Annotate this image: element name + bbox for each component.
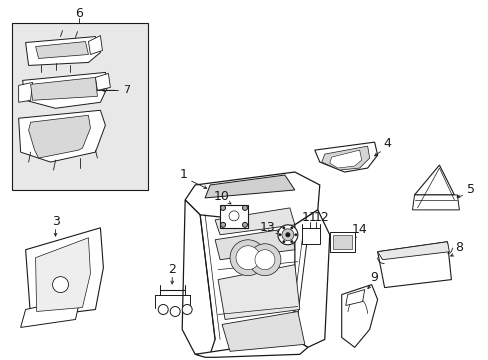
Polygon shape: [25, 37, 100, 66]
Circle shape: [254, 250, 274, 270]
Polygon shape: [31, 77, 97, 100]
Circle shape: [282, 227, 285, 229]
Polygon shape: [204, 175, 294, 198]
Text: 5: 5: [467, 184, 474, 197]
Text: 3: 3: [52, 215, 60, 228]
Polygon shape: [377, 242, 448, 260]
Polygon shape: [414, 165, 453, 195]
Polygon shape: [25, 228, 103, 318]
Text: 7: 7: [122, 85, 130, 95]
Polygon shape: [29, 115, 90, 158]
Bar: [12, 23, 148, 190]
Circle shape: [52, 276, 68, 293]
Polygon shape: [314, 142, 377, 172]
Circle shape: [220, 206, 225, 210]
Polygon shape: [218, 265, 299, 319]
Text: 13: 13: [260, 221, 275, 234]
Circle shape: [242, 206, 247, 210]
Polygon shape: [19, 82, 33, 102]
Polygon shape: [329, 232, 354, 252]
Circle shape: [170, 306, 180, 316]
Circle shape: [229, 240, 265, 276]
Circle shape: [236, 246, 260, 270]
Polygon shape: [301, 228, 319, 244]
Polygon shape: [329, 150, 361, 168]
Polygon shape: [36, 41, 88, 58]
Polygon shape: [22, 72, 108, 108]
Circle shape: [290, 227, 292, 229]
Polygon shape: [88, 36, 102, 54]
Polygon shape: [341, 285, 377, 347]
Polygon shape: [321, 146, 369, 170]
Circle shape: [277, 225, 297, 245]
Polygon shape: [185, 172, 319, 225]
Text: 11: 11: [301, 211, 317, 224]
Polygon shape: [195, 339, 307, 357]
Polygon shape: [20, 298, 81, 328]
Text: 6: 6: [75, 7, 83, 20]
Polygon shape: [377, 242, 450, 288]
Polygon shape: [294, 210, 329, 347]
Polygon shape: [19, 110, 105, 162]
Polygon shape: [345, 289, 364, 306]
Circle shape: [282, 240, 285, 243]
Circle shape: [294, 234, 296, 236]
Polygon shape: [220, 205, 247, 228]
Polygon shape: [215, 208, 294, 235]
Circle shape: [248, 244, 280, 276]
Text: 8: 8: [454, 241, 463, 254]
Polygon shape: [95, 73, 110, 90]
Polygon shape: [36, 238, 90, 311]
Text: 14: 14: [351, 223, 367, 236]
Polygon shape: [215, 228, 294, 260]
Circle shape: [242, 222, 247, 227]
Circle shape: [278, 234, 281, 236]
Polygon shape: [182, 200, 215, 354]
Text: 1: 1: [179, 167, 187, 180]
Circle shape: [228, 211, 239, 221]
Text: 9: 9: [370, 271, 378, 284]
Text: 12: 12: [313, 211, 329, 224]
Text: 10: 10: [214, 190, 229, 203]
Text: 4: 4: [383, 137, 391, 150]
Text: 2: 2: [168, 263, 176, 276]
Circle shape: [290, 240, 292, 243]
Polygon shape: [332, 235, 351, 249]
Circle shape: [285, 233, 289, 237]
Circle shape: [158, 305, 168, 315]
Polygon shape: [412, 195, 458, 210]
Circle shape: [281, 229, 293, 241]
Polygon shape: [222, 311, 304, 351]
Circle shape: [220, 222, 225, 227]
Circle shape: [182, 305, 192, 315]
